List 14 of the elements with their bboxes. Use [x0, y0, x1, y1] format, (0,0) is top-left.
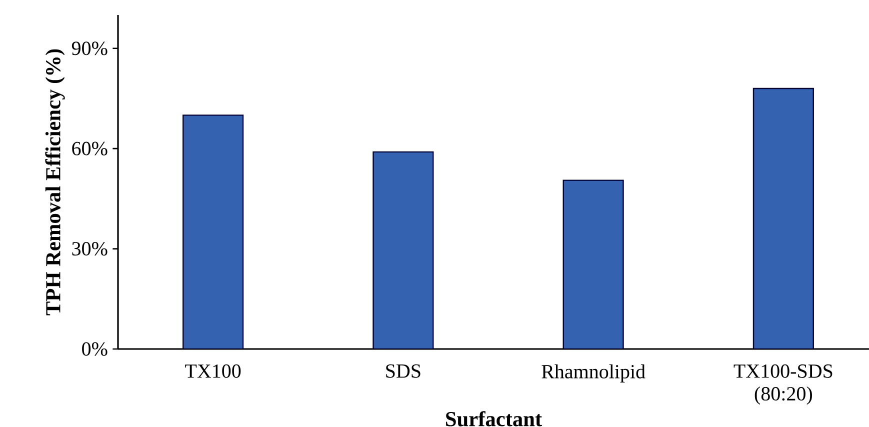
- bar: [752, 88, 814, 349]
- bar: [182, 114, 244, 349]
- y-tick-label: 60%: [72, 142, 108, 156]
- bar: [372, 151, 434, 349]
- x-axis-title: Surfactant: [446, 411, 542, 426]
- x-tick-label: Rhamnolipid: [542, 364, 646, 383]
- x-tick-label: SDS: [386, 364, 420, 378]
- y-tick-label: 0%: [82, 342, 108, 356]
- y-axis-title: TPH Removal Efficiency (%): [45, 49, 65, 316]
- x-tick-label: TX100: [185, 364, 241, 378]
- bar: [562, 180, 624, 349]
- y-tick-label: 30%: [72, 242, 108, 256]
- y-tick-label: 90%: [72, 42, 108, 56]
- x-tick-label: TX100-SDS (80:20): [734, 364, 832, 405]
